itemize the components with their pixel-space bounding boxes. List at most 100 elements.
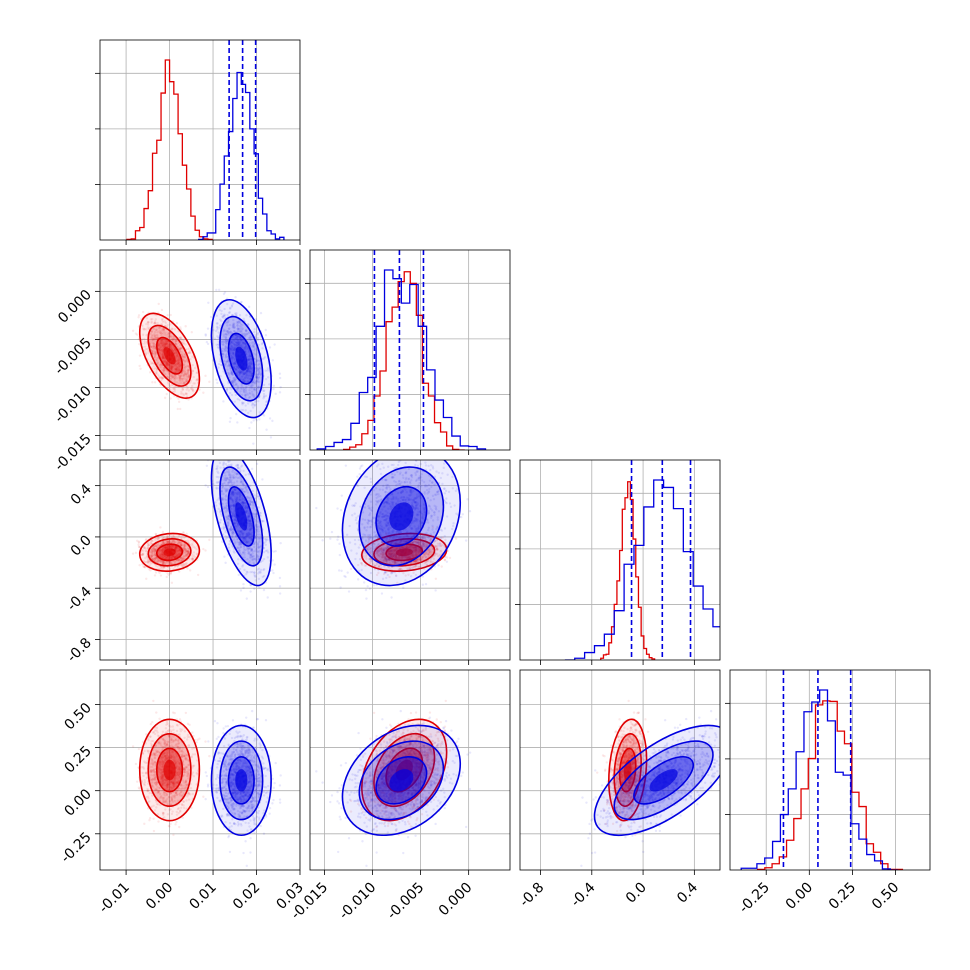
scatter-point — [253, 349, 256, 352]
scatter-point — [162, 328, 166, 332]
scatter-point — [248, 530, 251, 534]
scatter-point — [160, 555, 163, 558]
scatter-point — [239, 543, 243, 546]
scatter-point — [224, 329, 227, 332]
scatter-point — [175, 366, 178, 369]
scatter-point — [163, 320, 166, 323]
scatter-point — [255, 376, 259, 379]
scatter-point — [175, 339, 179, 342]
scatter-point — [230, 393, 234, 397]
scatter-point — [160, 553, 163, 556]
scatter-point — [244, 342, 247, 346]
scatter-point — [215, 467, 219, 470]
scatter-point — [229, 354, 233, 358]
scatter-point — [406, 546, 409, 549]
scatter-point — [207, 301, 210, 304]
scatter-point — [226, 368, 229, 371]
scatter-point — [162, 342, 166, 346]
scatter-point — [245, 532, 248, 536]
scatter-point — [229, 497, 233, 500]
scatter-point — [420, 545, 424, 548]
scatter-point — [214, 408, 216, 410]
scatter-point — [234, 521, 237, 525]
scatter-point — [165, 392, 168, 396]
scatter-point — [259, 373, 263, 377]
scatter-point — [232, 504, 236, 507]
histogram-series-0 — [126, 59, 213, 240]
scatter-point — [368, 547, 371, 550]
scatter-point — [412, 546, 415, 549]
scatter-point — [243, 391, 246, 394]
scatter-point — [163, 359, 167, 362]
scatter-point — [373, 564, 377, 568]
scatter-point — [255, 375, 259, 379]
scatter-point — [172, 337, 175, 341]
scatter-point — [230, 380, 233, 383]
scatter-point — [224, 537, 227, 541]
scatter-point — [162, 327, 166, 331]
scatter-point — [179, 392, 183, 395]
scatter-point — [414, 546, 418, 549]
scatter-point — [231, 381, 234, 384]
scatter-point — [241, 323, 244, 327]
scatter-point — [230, 370, 234, 374]
scatter-point — [135, 333, 139, 336]
scatter-point — [145, 317, 149, 320]
scatter-point — [241, 371, 244, 375]
scatter-point — [236, 327, 239, 331]
panel-frame — [99, 39, 301, 241]
scatter-point — [157, 347, 160, 351]
scatter-point — [144, 556, 147, 560]
scatter-point — [150, 337, 153, 340]
scatter-point — [184, 371, 187, 374]
scatter-point — [261, 559, 264, 562]
scatter-point — [163, 545, 166, 549]
scatter-point — [149, 561, 152, 564]
scatter-point — [236, 328, 240, 331]
scatter-point — [256, 568, 259, 571]
scatter-point — [218, 461, 222, 465]
scatter-point — [226, 365, 229, 368]
scatter-point — [184, 380, 187, 384]
scatter-point — [240, 408, 243, 412]
scatter-point — [404, 546, 408, 550]
scatter-point — [180, 556, 183, 559]
scatter-point — [236, 324, 239, 327]
scatter-point — [180, 544, 183, 547]
scatter-point — [187, 373, 191, 377]
scatter-point — [232, 504, 235, 507]
scatter-point — [226, 321, 230, 324]
scatter-point — [180, 353, 183, 356]
scatter-point — [217, 288, 221, 292]
scatter-point — [225, 464, 229, 468]
scatter-point — [141, 324, 144, 327]
scatter-point — [244, 537, 247, 540]
scatter-point — [169, 343, 173, 346]
scatter-point — [155, 369, 158, 373]
scatter-point — [232, 504, 236, 507]
scatter-point — [176, 554, 180, 557]
scatter-point — [216, 326, 219, 329]
scatter-point — [249, 370, 252, 373]
scatter-point — [169, 556, 173, 560]
scatter-point — [159, 342, 162, 345]
scatter-point — [242, 490, 245, 493]
scatter-point — [256, 378, 260, 381]
scatter-point — [162, 548, 165, 552]
scatter-point — [166, 540, 169, 543]
scatter-point — [236, 452, 238, 454]
scatter-point — [225, 504, 228, 508]
scatter-point — [238, 530, 242, 533]
scatter-point — [233, 538, 236, 541]
scatter-point — [182, 393, 186, 397]
scatter-point — [221, 340, 225, 343]
scatter-point — [206, 327, 210, 330]
scatter-point — [170, 367, 173, 370]
scatter-point — [178, 364, 181, 367]
scatter-point — [258, 545, 262, 549]
scatter-point — [183, 547, 187, 550]
scatter-point — [238, 372, 242, 376]
scatter-point — [258, 536, 261, 540]
scatter-point — [245, 374, 249, 377]
scatter-point — [162, 369, 165, 373]
